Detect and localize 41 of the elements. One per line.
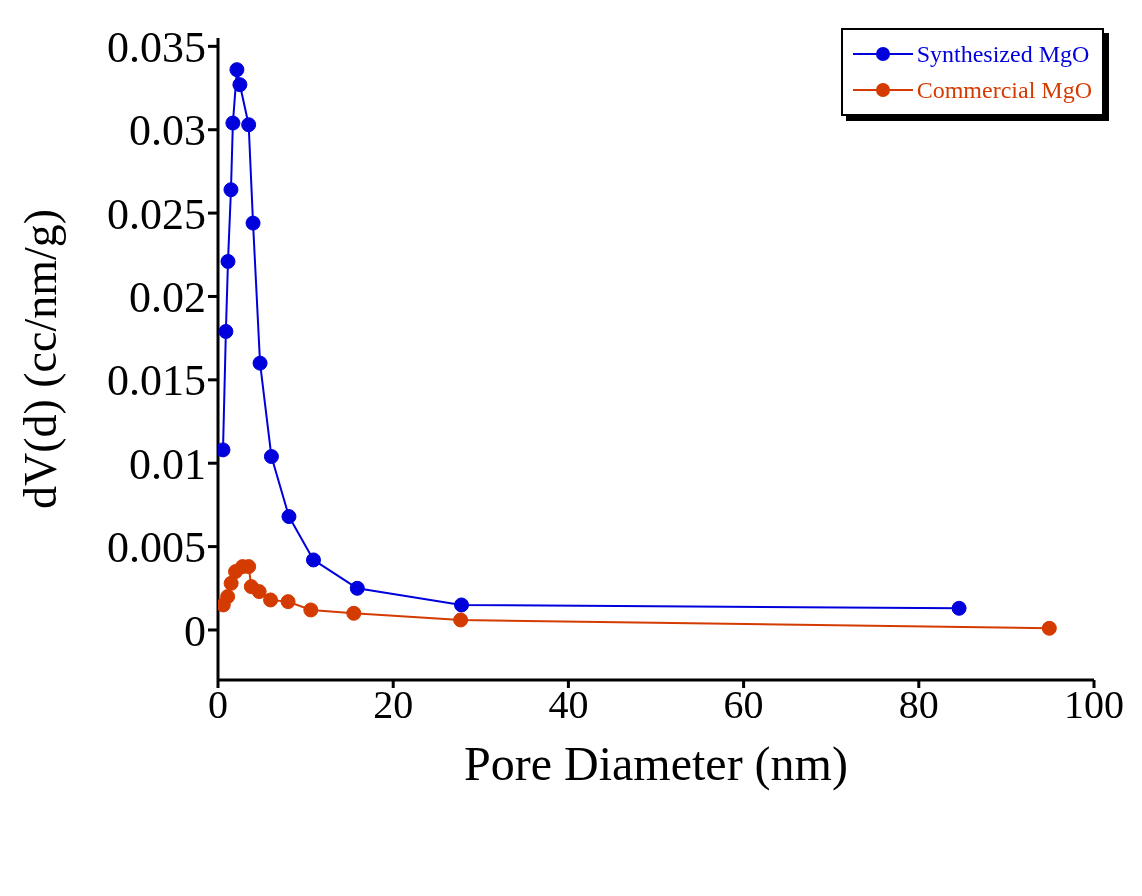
x-tick-label: 60 xyxy=(723,682,764,728)
point xyxy=(346,605,362,621)
point xyxy=(349,580,365,596)
point xyxy=(454,597,470,613)
point xyxy=(251,584,267,600)
point xyxy=(232,77,248,93)
legend-label: Commercial MgO xyxy=(916,76,1092,105)
y-axis-title: dV(d) (cc/nm/g) xyxy=(15,208,67,510)
point xyxy=(263,592,279,608)
point xyxy=(229,62,245,78)
point xyxy=(453,612,469,628)
y-tick-label: 0.02 xyxy=(129,273,206,323)
x-tick-label: 40 xyxy=(548,682,589,728)
point xyxy=(220,253,236,269)
y-tick-label: 0.025 xyxy=(107,189,206,239)
y-tick-label: 0.01 xyxy=(129,439,206,489)
point xyxy=(252,355,268,371)
y-tick-label: 0.005 xyxy=(107,523,206,573)
x-axis-title: Pore Diameter (nm) xyxy=(464,737,848,791)
x-tick-label: 80 xyxy=(898,682,939,728)
point xyxy=(245,215,261,231)
point xyxy=(263,449,279,465)
y-tick-label: 0.015 xyxy=(107,356,206,406)
x-tick-label: 100 xyxy=(1064,682,1124,728)
point xyxy=(951,600,967,616)
point xyxy=(281,509,297,525)
point xyxy=(218,323,234,339)
point xyxy=(280,594,296,610)
point xyxy=(305,552,321,568)
legend-label: Synthesized MgO xyxy=(916,40,1090,69)
point xyxy=(303,602,319,618)
point xyxy=(241,117,257,133)
point xyxy=(220,589,236,605)
point xyxy=(225,115,241,131)
y-tick-label: 0.035 xyxy=(107,22,206,72)
point xyxy=(223,182,239,198)
y-tick-label: 0 xyxy=(184,606,206,656)
point xyxy=(223,575,239,591)
point xyxy=(1041,620,1057,636)
x-tick-label: 20 xyxy=(373,682,414,728)
y-tick-label: 0.03 xyxy=(129,106,206,156)
